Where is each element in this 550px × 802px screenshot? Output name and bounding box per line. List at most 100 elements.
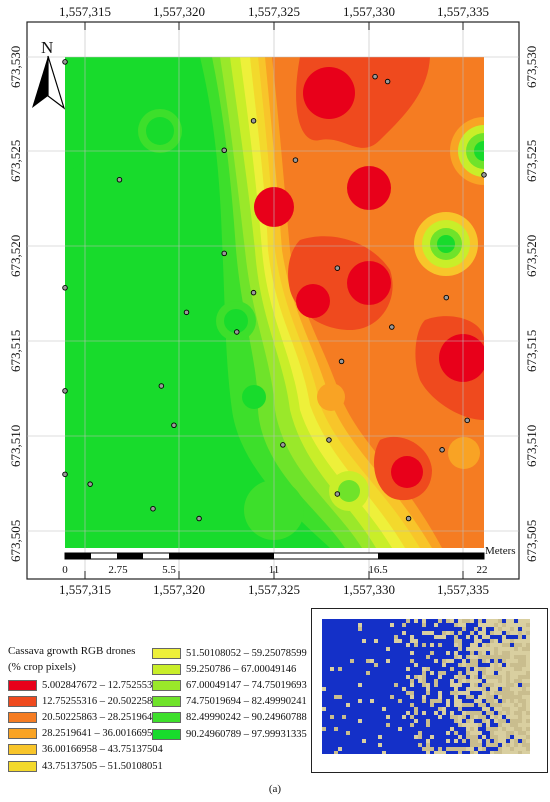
scale-tick-label: 16.5 <box>368 564 388 576</box>
sample-point <box>62 59 68 65</box>
legend-item: 28.2519641 – 36.00166957 <box>8 728 158 740</box>
legend-item: 51.50108052 – 59.25078599 <box>152 647 307 659</box>
legend-label: 74.75019694 – 82.49990241 <box>186 696 307 708</box>
sample-point <box>334 265 341 271</box>
legend-swatch <box>152 712 181 724</box>
legend-swatch <box>152 696 181 708</box>
right-y-label: 673,520 <box>524 234 539 277</box>
legend-item: 36.00166958 – 43.75137504 <box>8 744 163 756</box>
inset-image-frame <box>311 608 548 773</box>
north-arrow-icon <box>32 55 66 110</box>
legend-label: 82.49990242 – 90.24960788 <box>186 712 307 724</box>
sample-point <box>183 309 190 316</box>
sample-point <box>280 442 286 448</box>
scale-tick-label: 0 <box>62 564 68 576</box>
legend-item: 82.49990242 – 90.24960788 <box>152 712 307 724</box>
sample-point <box>481 172 487 178</box>
right-y-label: 673,525 <box>524 139 539 182</box>
legend-subtitle: (% crop pixels) <box>8 661 76 673</box>
bottom-x-label: 1,557,315 <box>59 582 111 597</box>
sample-point <box>221 250 227 257</box>
legend-swatch <box>152 679 181 691</box>
legend-item: 5.002847672 – 12.75255315 <box>8 679 163 691</box>
sample-point <box>292 157 299 163</box>
legend-title: Cassava growth RGB drones (% crop pixels… <box>8 643 135 675</box>
legend-swatch <box>152 728 181 740</box>
north-label: N <box>41 38 54 57</box>
inset-crop-pixel-image <box>322 619 530 754</box>
left-y-label: 673,510 <box>8 424 23 467</box>
sample-point <box>87 481 93 487</box>
scale-unit-label: Meters <box>485 545 516 557</box>
sample-point <box>372 73 378 80</box>
legend-label: 67.00049147 – 74.75019693 <box>186 679 307 691</box>
legend-label: 90.24960789 – 97.99931335 <box>186 728 307 740</box>
left-y-label: 673,525 <box>8 139 23 182</box>
legend-swatch <box>8 744 37 756</box>
sample-point <box>62 471 68 478</box>
map-frame <box>26 21 520 580</box>
legend-swatch <box>152 663 181 675</box>
sample-point <box>171 422 177 429</box>
sample-point <box>338 358 345 365</box>
legend-item: 59.250786 – 67.00049146 <box>152 663 296 675</box>
graticule <box>27 22 519 579</box>
right-y-label: 673,505 <box>524 519 539 562</box>
top-x-label: 1,557,315 <box>59 4 111 19</box>
bottom-x-label: 1,557,320 <box>153 582 205 597</box>
sample-point <box>116 176 123 183</box>
sample-point <box>464 417 470 424</box>
scale-tick-label: 5.5 <box>162 564 176 576</box>
top-x-label: 1,557,335 <box>437 4 489 19</box>
legend-item: 43.75137505 – 51.50108051 <box>8 760 163 772</box>
sample-point <box>150 505 156 512</box>
legend-swatch <box>8 760 37 772</box>
legend-title-line: Cassava growth RGB drones <box>8 645 136 657</box>
top-x-label: 1,557,330 <box>343 4 395 19</box>
legend-label: 36.00166958 – 43.75137504 <box>42 744 163 756</box>
top-x-label: 1,557,320 <box>153 4 205 19</box>
legend-item: 90.24960789 – 97.99931335 <box>152 728 307 740</box>
legend-label: 20.50225863 – 28.25196409 <box>42 711 163 723</box>
sample-points <box>62 59 487 522</box>
legend-item: 74.75019694 – 82.49990241 <box>152 696 307 708</box>
legend-label: 59.250786 – 67.00049146 <box>186 663 297 675</box>
bottom-x-label: 1,557,325 <box>248 582 300 597</box>
legend-label: 12.75255316 – 20.50225862 <box>42 695 163 707</box>
sample-point <box>221 147 227 154</box>
sample-point <box>250 118 257 124</box>
sample-point <box>389 324 395 330</box>
right-y-label: 673,510 <box>524 424 539 467</box>
legend-swatch <box>8 711 37 723</box>
legend-item: 67.00049147 – 74.75019693 <box>152 679 307 691</box>
legend-label: 5.002847672 – 12.75255315 <box>42 679 163 691</box>
sample-point <box>384 78 391 85</box>
top-x-label: 1,557,325 <box>248 4 300 19</box>
bottom-x-label: 1,557,335 <box>437 582 489 597</box>
sample-point <box>62 285 68 291</box>
left-y-label: 673,515 <box>8 329 23 372</box>
scale-bar <box>64 552 485 560</box>
sample-point <box>443 294 450 301</box>
legend-label: 43.75137505 – 51.50108051 <box>42 760 163 772</box>
left-y-label: 673,530 <box>8 45 23 88</box>
legend-swatch <box>8 728 37 740</box>
legend-item: 12.75255316 – 20.50225862 <box>8 695 163 707</box>
sample-point <box>196 515 202 522</box>
sample-point <box>234 329 240 335</box>
figure-caption: (a) <box>268 783 282 795</box>
sample-point <box>158 383 165 389</box>
interpolation-surface <box>65 57 484 548</box>
left-y-label: 673,505 <box>8 519 23 562</box>
sample-point <box>250 289 257 296</box>
legend-label: 51.50108052 – 59.25078599 <box>186 647 307 659</box>
sample-point <box>405 515 412 522</box>
bottom-x-label: 1,557,330 <box>343 582 395 597</box>
scale-tick-label: 11 <box>268 564 280 576</box>
sample-point <box>334 491 341 497</box>
scale-tick-label: 22 <box>476 564 488 576</box>
scale-tick-label: 2.75 <box>108 564 128 576</box>
legend-item: 20.50225863 – 28.25196409 <box>8 711 163 723</box>
legend-label: 28.2519641 – 36.00166957 <box>42 728 158 740</box>
sample-point <box>62 388 68 394</box>
